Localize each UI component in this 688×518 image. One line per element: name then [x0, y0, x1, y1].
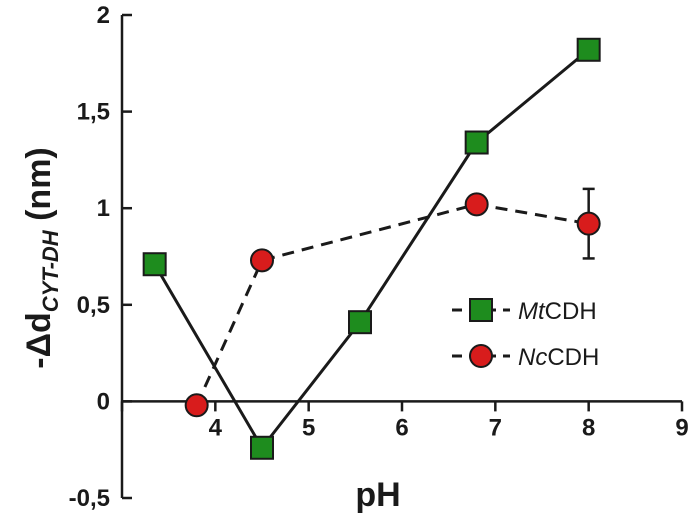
- legend: MtCDH NcCDH: [452, 298, 599, 371]
- series-lines: [153, 48, 590, 451]
- y-tick-label: 1,5: [77, 99, 110, 126]
- legend-item-mtcdh: MtCDH: [452, 298, 597, 325]
- data-point-nccdh: [250, 248, 274, 273]
- data-point-nccdh: [464, 192, 489, 217]
- y-axis-title-subscript: CYT-DH: [38, 229, 63, 312]
- legend-marker-mtcdh: [469, 298, 493, 322]
- legend-marker-nccdh: [469, 344, 493, 368]
- data-point-mtcdh: [576, 37, 601, 62]
- x-tick-label: 7: [489, 414, 502, 441]
- x-tick-label: 5: [302, 414, 315, 441]
- x-tick-label: 4: [209, 414, 223, 441]
- y-tick-label: 2: [97, 2, 110, 29]
- legend-label-mtcdh-rest: CDH: [545, 298, 597, 325]
- legend-item-nccdh: NcCDH: [452, 344, 599, 371]
- x-tick-label: 8: [582, 414, 595, 441]
- legend-label-nccdh-rest: CDH: [547, 344, 599, 371]
- markers: [142, 37, 601, 460]
- series-line-nccdh: [195, 202, 589, 406]
- series-line-mtcdh: [153, 48, 590, 451]
- data-point-nccdh: [184, 393, 209, 418]
- data-point-nccdh: [576, 211, 601, 236]
- y-tick-label: -0,5: [69, 485, 110, 512]
- y-tick-label: 1: [97, 195, 110, 222]
- y-tick-label: 0: [97, 388, 110, 415]
- y-tick-label: 0,5: [77, 292, 110, 319]
- y-axis-title-main: -Δd: [20, 312, 58, 369]
- y-axis-title-unit: (nm): [20, 147, 58, 230]
- x-tick-label: 6: [395, 414, 408, 441]
- y-axis-title: -ΔdCYT-DH (nm): [20, 147, 63, 369]
- data-point-mtcdh: [348, 310, 372, 335]
- legend-label-nccdh: NcCDH: [518, 344, 599, 371]
- data-point-mtcdh: [250, 435, 274, 460]
- x-axis-title: pH: [355, 476, 400, 514]
- data-point-mtcdh: [142, 252, 167, 277]
- data-point-mtcdh: [464, 130, 489, 155]
- legend-label-nccdh-italic: Nc: [518, 344, 547, 371]
- x-tick-label: 9: [675, 414, 688, 441]
- legend-label-mtcdh-italic: Mt: [518, 298, 546, 325]
- ticks: 2 1,5 1 0,5 0 -0,5 4 5 6 7 8 9: [69, 2, 688, 512]
- legend-label-mtcdh: MtCDH: [518, 298, 597, 325]
